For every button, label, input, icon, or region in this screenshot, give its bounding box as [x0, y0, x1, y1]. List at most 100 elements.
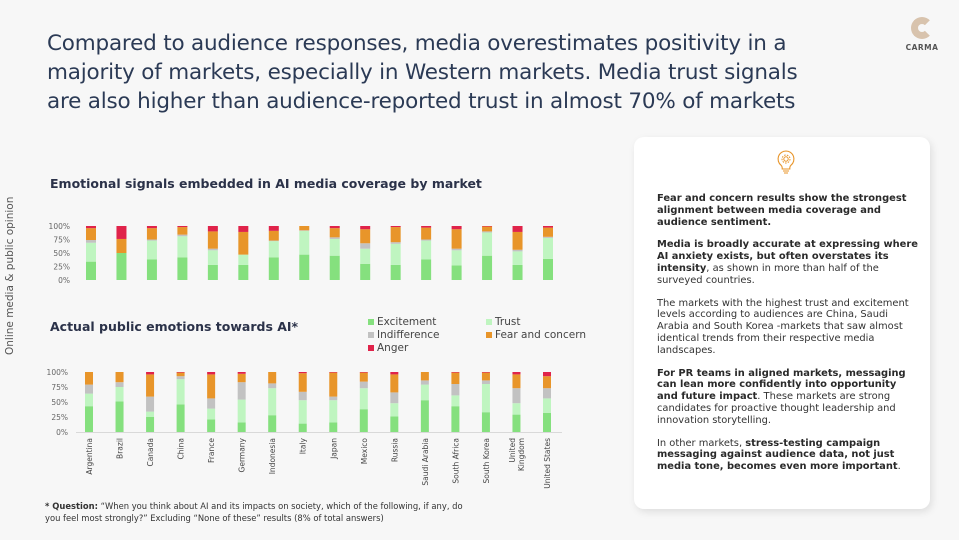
- bar-segment-indifference: [207, 248, 218, 251]
- bar-segment-excitement: [299, 254, 310, 280]
- footnote-text: “When you think about AI and its impacts…: [45, 501, 463, 523]
- bar-segment-indifference: [176, 376, 185, 380]
- x-tick-label: Saudi Arabia: [421, 438, 430, 486]
- bar-segment-trust: [207, 250, 218, 265]
- bar-segment-trust: [390, 243, 401, 265]
- bar-segment-fear-and-concern: [268, 372, 277, 384]
- bar-segment-indifference: [390, 392, 399, 404]
- bar-segment-trust: [176, 379, 185, 405]
- bar-segment-fear-and-concern: [360, 229, 371, 244]
- insight-paragraph: In other markets, stress-testing campaig…: [657, 438, 919, 473]
- carma-logo-icon: [911, 17, 933, 39]
- bar-segment-trust: [451, 395, 460, 407]
- bar-segment-excitement: [146, 417, 155, 432]
- legend-item: Excitement: [368, 316, 486, 328]
- bar-segment-anger: [451, 372, 460, 373]
- bar-segment-trust: [360, 248, 371, 264]
- bar-segment-indifference: [146, 396, 155, 412]
- bar-segment-indifference: [237, 382, 246, 400]
- bar-segment-anger: [543, 372, 551, 377]
- bar-segment-excitement: [329, 422, 338, 432]
- bar-segment-fear-and-concern: [176, 372, 185, 377]
- bar-segment-indifference: [329, 237, 340, 239]
- bar-segment-excitement: [421, 259, 432, 280]
- bar-segment-indifference: [268, 383, 277, 389]
- bar-segment-indifference: [421, 239, 432, 241]
- bar-segment-fear-and-concern: [146, 228, 157, 240]
- bar-segment-trust: [451, 250, 462, 266]
- x-tick-label: Italy: [299, 437, 308, 454]
- y-tick-label: 50%: [53, 249, 70, 258]
- bar-segment-excitement: [512, 414, 521, 432]
- bar-segment-indifference: [177, 234, 188, 237]
- chart-legend: Excitement Trust Indifference Fear and conc…: [368, 316, 598, 354]
- bar-segment-trust: [543, 237, 553, 259]
- bar-segment-trust: [359, 388, 368, 410]
- bar-segment-excitement: [177, 257, 188, 280]
- bar-segment-indifference: [390, 242, 401, 244]
- bar-segment-indifference: [115, 382, 124, 387]
- bar-segment-anger: [298, 372, 307, 374]
- bar-segment-anger: [146, 372, 155, 375]
- insights-panel: Fear and concern results show the strong…: [634, 137, 930, 509]
- bar-segment-fear-and-concern: [420, 372, 429, 381]
- y-tick-label: 25%: [51, 413, 68, 422]
- insight-bold-text: stress-testing campaign messaging agains…: [657, 437, 898, 473]
- bar-segment-excitement: [146, 259, 157, 280]
- x-tick-label: Germany: [238, 437, 247, 472]
- bar-segment-trust: [512, 403, 521, 415]
- bar-segment-anger: [237, 372, 246, 374]
- bar-segment-fear-and-concern: [115, 372, 124, 383]
- bar-segment-trust: [543, 398, 551, 413]
- bar-segment-excitement: [543, 412, 551, 432]
- bar-segment-fear-and-concern: [207, 231, 218, 249]
- bar-segment-fear-and-concern: [329, 372, 338, 397]
- bar-segment-trust: [299, 230, 310, 255]
- legend-item: Trust: [486, 316, 598, 328]
- y-tick-label: 75%: [53, 236, 70, 245]
- bar-segment-indifference: [512, 388, 521, 404]
- bar-segment-fear-and-concern: [329, 228, 340, 238]
- bar-segment-indifference: [482, 231, 493, 233]
- bar-segment-excitement: [329, 255, 340, 280]
- logo-text: CARMA: [905, 43, 939, 52]
- bar-segment-anger: [390, 226, 401, 228]
- y-tick-label: 0%: [56, 428, 68, 437]
- bar-segment-fear-and-concern: [116, 238, 127, 253]
- bar-segment-trust: [238, 254, 249, 265]
- lightbulb-gear-icon: [777, 150, 795, 174]
- bar-segment-excitement: [390, 264, 401, 280]
- bar-segment-anger: [421, 226, 432, 228]
- bar-segment-trust: [512, 251, 523, 265]
- bar-segment-anger: [177, 226, 188, 228]
- x-tick-label: Japan: [329, 438, 338, 460]
- bar-segment-excitement: [237, 422, 246, 432]
- bar-segment-excitement: [543, 258, 553, 280]
- bar-segment-indifference: [512, 249, 523, 252]
- bar-segment-trust: [268, 388, 277, 416]
- insight-text: . These markets are strong candidates fo…: [657, 391, 896, 426]
- bar-segment-fear-and-concern: [299, 226, 310, 231]
- x-tick-label: Brazil: [116, 438, 125, 459]
- bar-segment-excitement: [359, 409, 368, 432]
- bar-segment-fear-and-concern: [543, 227, 553, 237]
- x-tick-label-line: Kingdom: [517, 438, 526, 471]
- bar-segment-anger: [329, 372, 338, 373]
- bar-segment-excitement: [268, 257, 279, 280]
- insight-text: .: [897, 461, 901, 473]
- bar-segment-anger: [268, 226, 279, 231]
- bar-segment-anger: [451, 226, 462, 230]
- bar-segment-fear-and-concern: [512, 231, 523, 250]
- bar-segment-anger: [86, 226, 96, 229]
- legend-label: Anger: [377, 342, 409, 354]
- x-tick-label-line: United: [508, 438, 517, 463]
- media-chart-title: Emotional signals embedded in AI media c…: [50, 176, 482, 191]
- bar-segment-fear-and-concern: [421, 227, 432, 240]
- bar-segment-excitement: [451, 265, 462, 280]
- bar-segment-indifference: [329, 396, 338, 401]
- x-tick-label: France: [207, 438, 216, 463]
- bar-segment-anger: [116, 226, 127, 239]
- x-tick-label: Argentina: [85, 438, 94, 475]
- bar-segment-trust: [420, 384, 429, 401]
- y-tick-label: 0%: [58, 276, 70, 285]
